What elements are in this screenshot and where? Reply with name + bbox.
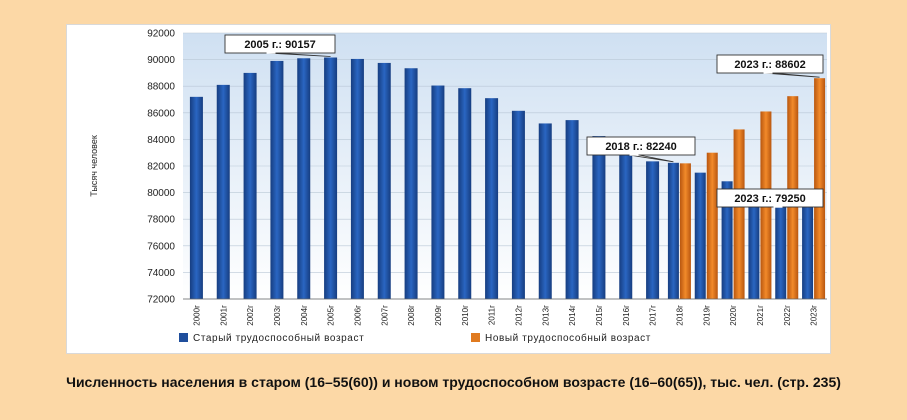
y-tick-label: 84000 xyxy=(147,135,175,146)
bar-old-2008г xyxy=(404,68,418,299)
bar-old-2002г xyxy=(243,72,257,300)
legend-swatch-old xyxy=(179,333,188,342)
x-tick-label: 2012г xyxy=(514,305,523,326)
bar-old-2007г xyxy=(377,62,391,299)
y-tick-label: 72000 xyxy=(147,295,175,306)
y-tick-label: 80000 xyxy=(147,188,175,199)
x-tick-label: 2021г xyxy=(756,305,765,326)
bar-old-2011г xyxy=(485,98,499,299)
x-tick-label: 2006г xyxy=(353,305,362,326)
annotation-box xyxy=(224,34,336,54)
bar-old-2017г xyxy=(646,161,660,299)
x-tick-label: 2013г xyxy=(541,305,550,326)
bar-chart: 72000 74000 76000 78000 80000 82000 84000 86000… xyxy=(89,29,827,344)
x-tick-label: 2002г xyxy=(246,305,255,326)
annotation-box xyxy=(586,136,696,156)
y-tick-label: 78000 xyxy=(147,215,175,226)
annotation-box xyxy=(716,188,824,208)
x-tick-label: 2018г xyxy=(675,305,684,326)
annotation-label: 2018 г.: 82240 xyxy=(605,141,676,153)
x-tick-label: 2010г xyxy=(461,305,470,326)
bar-old-2018г xyxy=(667,162,679,299)
x-tick-label: 2007г xyxy=(380,305,389,326)
annotation-label: 2023 г.: 79250 xyxy=(734,193,805,205)
chart-panel: 72000 74000 76000 78000 80000 82000 84000 86000… xyxy=(66,24,831,354)
bar-old-2019г xyxy=(694,172,706,299)
y-tick-label: 86000 xyxy=(147,108,175,119)
x-tick-label: 2001г xyxy=(219,305,228,326)
x-tick-label: 2015г xyxy=(595,305,604,326)
x-tick-label: 2005г xyxy=(327,305,336,326)
x-tick-label: 2000г xyxy=(192,305,201,326)
bar-old-2003г xyxy=(270,60,284,300)
legend-label-old: Старый трудоспособный возраст xyxy=(193,332,364,344)
y-tick-label: 88000 xyxy=(147,82,175,93)
bar-old-2014г xyxy=(565,120,579,300)
bar-old-2001г xyxy=(216,84,230,299)
bar-old-2021г xyxy=(748,202,760,299)
y-tick-label: 76000 xyxy=(147,241,175,252)
y-axis-label: Тысяч человек xyxy=(89,135,99,197)
bar-old-2016г xyxy=(619,150,633,299)
x-tick-label: 2004г xyxy=(300,305,309,326)
x-tick-label: 2017г xyxy=(649,305,658,326)
annotation-label: 2005 г.: 90157 xyxy=(244,39,315,51)
x-tick-label: 2008г xyxy=(407,305,416,326)
bar-old-2006г xyxy=(350,58,364,300)
bar-old-2015г xyxy=(592,136,606,299)
bar-old-2020г xyxy=(721,181,733,299)
y-tick-label: 92000 xyxy=(147,29,175,40)
x-tick-label: 2019г xyxy=(702,305,711,326)
chart-caption: Численность населения в старом (16–55(60… xyxy=(66,374,841,390)
x-tick-label: 2014г xyxy=(568,305,577,326)
x-tick-label: 2020г xyxy=(729,305,738,326)
bar-new-2020г xyxy=(733,129,745,299)
x-tick-label: 2009г xyxy=(434,305,443,326)
y-tick-label: 90000 xyxy=(147,55,175,66)
x-tick-label: 2016г xyxy=(622,305,631,326)
x-tick-label: 2003г xyxy=(273,305,282,326)
x-tick-label: 2022г xyxy=(783,305,792,326)
bar-old-2004г xyxy=(297,58,311,299)
bar-old-2023г xyxy=(802,202,814,299)
bar-old-2012г xyxy=(511,110,525,300)
bar-old-2000г xyxy=(189,96,203,299)
legend-swatch-new xyxy=(471,333,480,342)
bar-old-2010г xyxy=(458,88,472,299)
x-tick-label: 2011г xyxy=(488,305,497,325)
annotation-label: 2023 г.: 88602 xyxy=(734,59,805,71)
y-tick-label: 82000 xyxy=(147,162,175,173)
bar-old-2009г xyxy=(431,85,445,299)
bar-new-2018г xyxy=(679,163,691,299)
legend-label-new: Новый трудоспособный возраст xyxy=(485,332,651,344)
y-tick-label: 74000 xyxy=(147,268,175,279)
bar-old-2013г xyxy=(538,123,552,299)
bar-old-2005г xyxy=(324,57,338,299)
bar-old-2022г xyxy=(775,202,787,299)
bar-new-2019г xyxy=(706,152,718,299)
x-tick-label: 2023г xyxy=(810,305,819,326)
